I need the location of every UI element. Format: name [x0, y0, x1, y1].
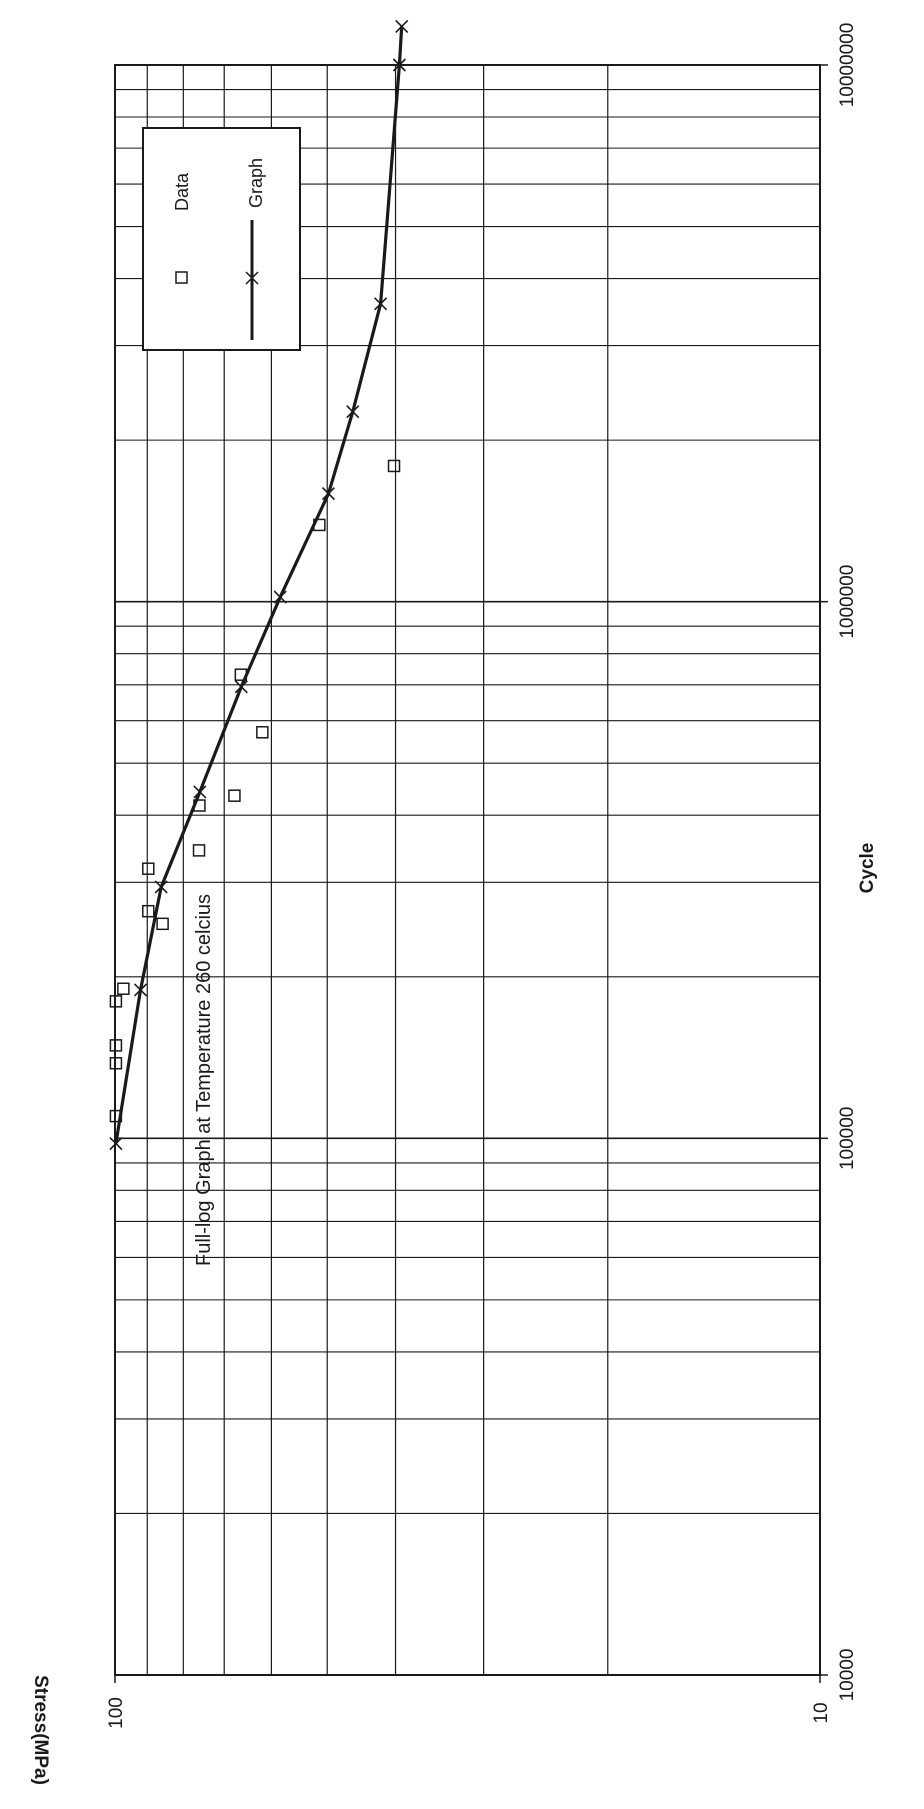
x-tick-label-group: 10000	[837, 1649, 858, 1702]
x-tick-label-group: 100000	[837, 1107, 858, 1170]
legend-graph-marker	[245, 271, 259, 285]
legend-graph-label: Graph	[246, 158, 266, 208]
y-axis-label: Stress(MPa)	[30, 1675, 51, 1785]
data-point	[109, 995, 123, 1008]
legend-data-label-group: Data	[172, 172, 192, 211]
grid-lines	[115, 65, 820, 1675]
x-tick-label: 100000	[837, 1107, 858, 1170]
data-point	[228, 789, 241, 802]
legend-data-marker	[175, 271, 188, 284]
legend-box	[142, 127, 301, 351]
series-data	[109, 459, 401, 1123]
y-tick-label-group: 10	[811, 1702, 832, 1723]
data-point	[387, 459, 401, 473]
graph-point	[273, 590, 287, 604]
graph-point	[321, 487, 336, 501]
chart-title: Full-log Graph at Temperature 260 celciu…	[193, 894, 215, 1266]
graph-point	[193, 785, 207, 799]
data-point	[156, 917, 169, 931]
y-tick-label-group: 100	[106, 1697, 127, 1729]
y-tick-label: 100	[106, 1697, 127, 1729]
x-axis-label: Cycle	[857, 843, 878, 894]
series-graph	[109, 19, 409, 1151]
legend-data-label: Data	[172, 172, 192, 211]
tick-labels: 10000 100000 1000000 10000000 100 10	[106, 23, 858, 1729]
data-point	[142, 862, 155, 875]
y-tick-label: 10	[811, 1702, 832, 1723]
data-point	[109, 1057, 123, 1070]
legend-graph-label-group: Graph	[246, 158, 266, 208]
graph-point	[392, 58, 406, 72]
data-point	[117, 982, 130, 995]
graph-point	[154, 880, 168, 894]
x-tick-label: 10000000	[837, 23, 858, 108]
graph-point	[395, 19, 409, 33]
data-point	[192, 844, 206, 857]
graph-point	[109, 1136, 123, 1151]
x-tick-label-group: 1000000	[837, 565, 858, 639]
legend: Data Graph	[142, 127, 301, 351]
chart-title-group: Full-log Graph at Temperature 260 celciu…	[193, 894, 215, 1266]
plot-area	[114, 64, 821, 1676]
data-point	[256, 726, 269, 739]
x-tick-label-group: 10000000	[837, 23, 858, 108]
x-axis-label-group: Cycle	[857, 843, 878, 894]
graph-point	[234, 680, 248, 694]
x-tick-label: 10000	[837, 1649, 858, 1702]
y-axis-label-group: Stress(MPa)	[30, 1675, 51, 1785]
graph-point	[374, 297, 388, 311]
graph-point	[133, 983, 148, 997]
x-tick-label: 1000000	[837, 565, 858, 639]
data-point	[109, 1039, 123, 1052]
data-point	[142, 904, 155, 918]
series-layer	[109, 19, 409, 1151]
graph-point	[346, 405, 360, 419]
